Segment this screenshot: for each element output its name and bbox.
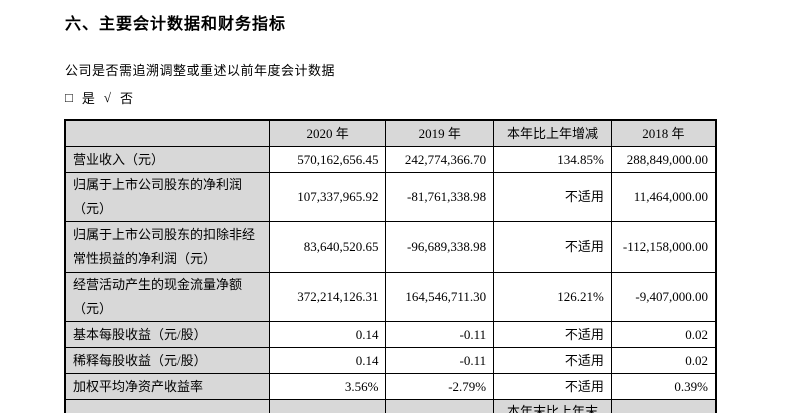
cell-value: -0.11 [385,321,495,348]
cell-value: 0.39% [610,373,717,400]
cell-value: 0.02 [610,347,717,374]
yes-label: 是 [81,91,95,106]
section-title: 六、主要会计数据和财务指标 [65,16,287,33]
cell-value: -112,158,000.00 [610,221,717,273]
row-label: 稀释每股收益（元/股） [64,347,270,374]
row-label: 基本每股收益（元/股） [64,321,270,348]
restatement-answer: □ 是 √ 否 [65,88,790,107]
cell-value: -0.11 [385,347,495,374]
cell-value: 83,640,520.65 [268,221,387,273]
header-yearend-change: 本年末比上年末增减 [493,399,612,413]
table-row-revenue: 营业收入（元） 570,162,656.45 242,774,366.70 13… [64,146,717,173]
header-2020: 2020 年 [268,119,387,147]
cell-value: -81,761,338.98 [385,172,495,222]
table-row-operating-cash-flow: 经营活动产生的现金流量净额（元） 372,214,126.31 164,546,… [64,272,717,322]
cell-value: 372,214,126.31 [268,272,387,322]
cell-value: 126.21% [493,272,612,322]
no-label: 否 [120,91,134,106]
header-blank [64,119,270,147]
cell-value: 288,849,000.00 [610,146,717,173]
cell-value: 3.56% [268,373,387,400]
cell-value: 11,464,000.00 [610,172,717,222]
table-row-diluted-eps: 稀释每股收益（元/股） 0.14 -0.11 不适用 0.02 [64,347,717,374]
header-2020-end: 2020 年末 [268,399,387,413]
cell-value: 0.14 [268,321,387,348]
checkbox-unchecked-icon: □ [65,89,73,105]
cell-value: 164,546,711.30 [385,272,495,322]
cell-value: 570,162,656.45 [268,146,387,173]
row-label: 经营活动产生的现金流量净额（元） [64,272,270,322]
checkmark-icon: √ [103,89,112,105]
cell-value: 0.02 [610,321,717,348]
cell-value: 不适用 [493,373,612,400]
cell-value: 107,337,965.92 [268,172,387,222]
header-2018-end: 2018 年末 [610,399,717,413]
cell-value: 不适用 [493,221,612,273]
header-2018: 2018 年 [610,119,717,147]
header-yoy-change: 本年比上年增减 [493,119,612,147]
cell-value: 134.85% [493,146,612,173]
cell-value: -2.79% [385,373,495,400]
cell-value: 不适用 [493,321,612,348]
table-row-weighted-avg-roe: 加权平均净资产收益率 3.56% -2.79% 不适用 0.39% [64,373,717,400]
row-label: 归属于上市公司股东的净利润（元） [64,172,270,222]
restatement-question: 公司是否需追溯调整或重述以前年度会计数据 [65,63,336,78]
cell-value: 不适用 [493,347,612,374]
row-label: 归属于上市公司股东的扣除非经常性损益的净利润（元） [64,221,270,273]
header-blank [64,399,270,413]
header-2019-end: 2019 年末 [385,399,495,413]
table-header-year: 2020 年 2019 年 本年比上年增减 2018 年 [64,119,717,147]
header-2019: 2019 年 [385,119,495,147]
table-row-basic-eps: 基本每股收益（元/股） 0.14 -0.11 不适用 0.02 [64,321,717,348]
table-row-net-profit-excl-nonrecurring: 归属于上市公司股东的扣除非经常性损益的净利润（元） 83,640,520.65 … [64,221,717,273]
cell-value: -9,407,000.00 [610,272,717,322]
table-header-yearend: 2020 年末 2019 年末 本年末比上年末增减 2018 年末 [64,399,717,413]
cell-value: -96,689,338.98 [385,221,495,273]
row-label: 加权平均净资产收益率 [64,373,270,400]
row-label: 营业收入（元） [64,146,270,173]
table-row-net-profit: 归属于上市公司股东的净利润（元） 107,337,965.92 -81,761,… [64,172,717,222]
cell-value: 242,774,366.70 [385,146,495,173]
financial-indicators-table: 2020 年 2019 年 本年比上年增减 2018 年 营业收入（元） 570… [64,119,717,413]
cell-value: 0.14 [268,347,387,374]
cell-value: 不适用 [493,172,612,222]
